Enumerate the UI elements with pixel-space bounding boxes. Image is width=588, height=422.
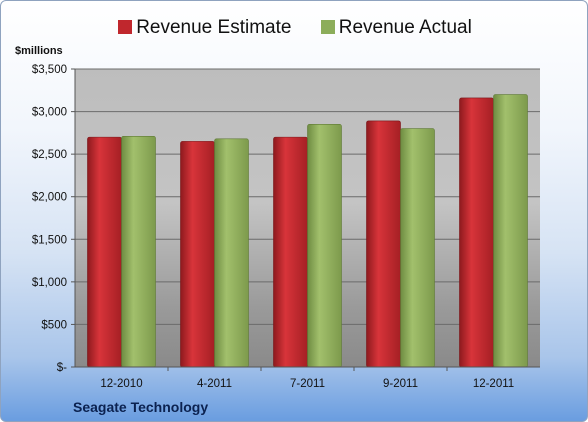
bar-revenue-estimate	[459, 97, 494, 368]
y-tick-label: $3,500	[32, 64, 67, 76]
legend-label-estimate: Revenue Estimate	[136, 17, 292, 38]
bar-revenue-actual	[493, 94, 528, 368]
y-tick-label: $1,000	[32, 277, 67, 289]
legend-label-actual: Revenue Actual	[338, 17, 472, 38]
y-tick-label: $2,500	[32, 149, 67, 161]
bar-revenue-actual	[307, 124, 342, 368]
bar-revenue-actual	[121, 135, 156, 368]
x-tick-label: 4-2011	[197, 378, 232, 390]
legend-swatch-estimate	[118, 20, 133, 34]
bar-revenue-estimate	[366, 120, 401, 368]
bar-revenue-estimate	[273, 136, 308, 368]
legend-item-actual: Revenue Actual	[320, 17, 472, 39]
legend-swatch-actual	[320, 20, 335, 34]
company-name: Seagate Technology	[73, 399, 209, 415]
x-tick-label: 12-2011	[473, 378, 514, 390]
x-tick-label: 9-2011	[383, 378, 418, 390]
y-tick-label: $1,500	[32, 234, 67, 246]
legend-item-estimate: Revenue Estimate	[118, 17, 291, 39]
y-axis-unit-label: $millions	[15, 45, 63, 57]
legend: Revenue Estimate Revenue Actual	[1, 17, 587, 39]
bar-revenue-estimate	[87, 136, 122, 368]
bar-revenue-actual	[214, 138, 249, 368]
y-tick-label: $3,000	[32, 107, 67, 119]
x-tick-label: 12-2010	[100, 378, 142, 390]
y-tick-label: $-	[57, 362, 67, 374]
x-tick-label: 7-2011	[290, 378, 325, 390]
bar-revenue-estimate	[180, 141, 215, 368]
y-tick-label: $500	[41, 319, 67, 331]
y-tick-label: $2,000	[32, 192, 67, 204]
bar-revenue-actual	[400, 128, 435, 368]
